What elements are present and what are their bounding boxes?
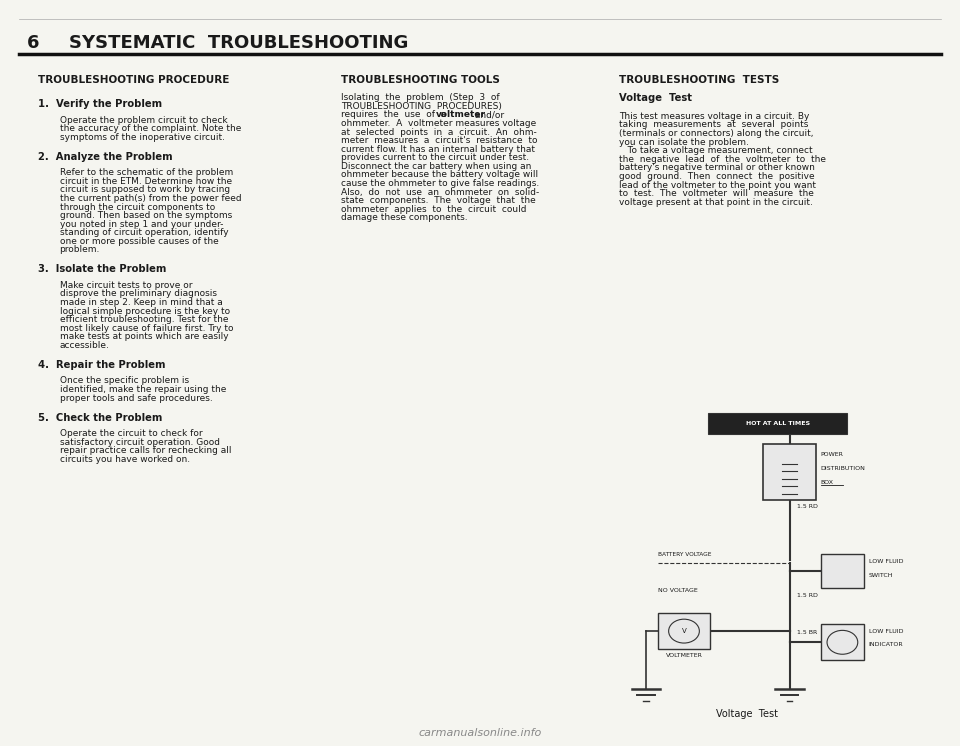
Text: carmanualsonline.info: carmanualsonline.info: [419, 727, 541, 738]
Text: ohmmeter.  A  voltmeter measures voltage: ohmmeter. A voltmeter measures voltage: [341, 119, 536, 128]
Text: and/or: and/or: [472, 110, 504, 119]
Text: provides current to the circuit under test.: provides current to the circuit under te…: [341, 153, 529, 163]
Text: the  negative  lead  of  the  voltmeter  to  the: the negative lead of the voltmeter to th…: [619, 154, 827, 164]
Text: SWITCH: SWITCH: [869, 573, 894, 577]
Text: Operate the circuit to check for: Operate the circuit to check for: [60, 429, 203, 438]
Text: disprove the preliminary diagnosis: disprove the preliminary diagnosis: [60, 289, 217, 298]
Text: at  selected  points  in  a  circuit.  An  ohm-: at selected points in a circuit. An ohm-: [341, 128, 537, 137]
Text: circuit in the ETM. Determine how the: circuit in the ETM. Determine how the: [60, 177, 231, 186]
Text: current flow. It has an internal battery that: current flow. It has an internal battery…: [341, 145, 535, 154]
Text: to  test.  The  voltmeter  will  measure  the: to test. The voltmeter will measure the: [619, 189, 814, 198]
Text: requires  the  use  of  a: requires the use of a: [341, 110, 449, 119]
Text: voltmeter: voltmeter: [436, 110, 486, 119]
Text: the current path(s) from the power feed: the current path(s) from the power feed: [60, 194, 241, 203]
Text: NO VOLTAGE: NO VOLTAGE: [658, 588, 697, 593]
Text: meter  measures  a  circuit's  resistance  to: meter measures a circuit's resistance to: [341, 136, 538, 145]
Text: HOT AT ALL TIMES: HOT AT ALL TIMES: [746, 421, 809, 426]
Circle shape: [827, 630, 858, 654]
Text: state  components.  The  voltage  that  the: state components. The voltage that the: [341, 196, 536, 205]
Text: 1.5 RD: 1.5 RD: [797, 594, 818, 598]
Text: ground. Then based on the symptoms: ground. Then based on the symptoms: [60, 211, 231, 220]
Text: through the circuit components to: through the circuit components to: [60, 202, 215, 212]
Text: standing of circuit operation, identify: standing of circuit operation, identify: [60, 228, 228, 237]
Text: 6: 6: [27, 34, 39, 52]
Bar: [821, 554, 864, 588]
Text: problem.: problem.: [60, 245, 100, 254]
Text: voltage present at that point in the circuit.: voltage present at that point in the cir…: [619, 198, 813, 207]
Text: 1.5 BR: 1.5 BR: [797, 630, 818, 635]
Bar: [763, 444, 816, 500]
Text: 1.5 RD: 1.5 RD: [797, 504, 818, 509]
Text: ohmmeter  applies  to  the  circuit  could: ohmmeter applies to the circuit could: [341, 204, 526, 214]
Text: 1.  Verify the Problem: 1. Verify the Problem: [38, 99, 162, 109]
Text: SYSTEMATIC  TROUBLESHOOTING: SYSTEMATIC TROUBLESHOOTING: [69, 34, 409, 52]
Text: taking  measurements  at  several  points: taking measurements at several points: [619, 120, 808, 130]
Text: TROUBLESHOOTING  TESTS: TROUBLESHOOTING TESTS: [619, 75, 780, 84]
Text: you can isolate the problem.: you can isolate the problem.: [619, 137, 749, 147]
Text: efficient troubleshooting. Test for the: efficient troubleshooting. Test for the: [60, 315, 228, 325]
Text: To take a voltage measurement, connect: To take a voltage measurement, connect: [619, 146, 813, 155]
Text: TROUBLESHOOTING  PROCEDURES): TROUBLESHOOTING PROCEDURES): [341, 101, 502, 111]
Text: Disconnect the car battery when using an: Disconnect the car battery when using an: [341, 162, 531, 171]
Text: Voltage  Test: Voltage Test: [715, 709, 778, 719]
Text: LOW FLUID: LOW FLUID: [869, 629, 903, 633]
Text: INDICATOR: INDICATOR: [869, 642, 903, 648]
Text: accessible.: accessible.: [60, 341, 109, 350]
Text: 3.  Isolate the Problem: 3. Isolate the Problem: [38, 264, 167, 275]
Text: V: V: [682, 628, 686, 634]
Text: DISTRIBUTION: DISTRIBUTION: [821, 466, 866, 471]
Text: circuit is supposed to work by tracing: circuit is supposed to work by tracing: [60, 185, 229, 195]
Text: you noted in step 1 and your under-: you noted in step 1 and your under-: [60, 219, 223, 229]
Text: proper tools and safe procedures.: proper tools and safe procedures.: [60, 393, 212, 403]
Text: lead of the voltmeter to the point you want: lead of the voltmeter to the point you w…: [619, 181, 816, 189]
Text: battery's negative terminal or other known: battery's negative terminal or other kno…: [619, 163, 815, 172]
Text: ohmmeter because the battery voltage will: ohmmeter because the battery voltage wil…: [341, 170, 538, 180]
Text: BOX: BOX: [821, 480, 834, 485]
Text: POWER: POWER: [821, 452, 844, 457]
Text: satisfactory circuit operation. Good: satisfactory circuit operation. Good: [60, 437, 220, 447]
Text: one or more possible causes of the: one or more possible causes of the: [60, 236, 218, 246]
Text: (terminals or connectors) along the circuit,: (terminals or connectors) along the circ…: [619, 129, 814, 138]
FancyBboxPatch shape: [708, 413, 847, 434]
Text: Isolating  the  problem  (Step  3  of: Isolating the problem (Step 3 of: [341, 93, 499, 102]
Text: good  ground.  Then  connect  the  positive: good ground. Then connect the positive: [619, 172, 815, 181]
Bar: [658, 613, 710, 649]
Text: This test measures voltage in a circuit. By: This test measures voltage in a circuit.…: [619, 112, 809, 121]
Text: repair practice calls for rechecking all: repair practice calls for rechecking all: [60, 446, 231, 455]
Text: TROUBLESHOOTING TOOLS: TROUBLESHOOTING TOOLS: [341, 75, 499, 84]
Text: logical simple procedure is the key to: logical simple procedure is the key to: [60, 307, 229, 316]
Bar: [821, 624, 864, 660]
Text: Operate the problem circuit to check: Operate the problem circuit to check: [60, 116, 228, 125]
Text: made in step 2. Keep in mind that a: made in step 2. Keep in mind that a: [60, 298, 223, 307]
Text: make tests at points which are easily: make tests at points which are easily: [60, 332, 228, 342]
Text: LOW FLUID: LOW FLUID: [869, 560, 903, 564]
Text: the accuracy of the complaint. Note the: the accuracy of the complaint. Note the: [60, 124, 241, 134]
Text: symptoms of the inoperative circuit.: symptoms of the inoperative circuit.: [60, 133, 225, 142]
Text: Make circuit tests to prove or: Make circuit tests to prove or: [60, 280, 192, 290]
Text: VOLTMETER: VOLTMETER: [665, 653, 703, 658]
Text: Also,  do  not  use  an  ohmmeter  on  solid-: Also, do not use an ohmmeter on solid-: [341, 187, 540, 197]
Circle shape: [668, 619, 700, 643]
Text: identified, make the repair using the: identified, make the repair using the: [60, 385, 226, 394]
Text: 2.  Analyze the Problem: 2. Analyze the Problem: [38, 151, 173, 162]
Text: 4.  Repair the Problem: 4. Repair the Problem: [38, 360, 166, 370]
Text: Once the specific problem is: Once the specific problem is: [60, 376, 189, 386]
Text: Voltage  Test: Voltage Test: [619, 93, 692, 103]
Text: Refer to the schematic of the problem: Refer to the schematic of the problem: [60, 168, 232, 178]
Text: cause the ohmmeter to give false readings.: cause the ohmmeter to give false reading…: [341, 179, 540, 188]
Text: BATTERY VOLTAGE: BATTERY VOLTAGE: [658, 552, 711, 557]
Text: damage these components.: damage these components.: [341, 213, 468, 222]
Text: most likely cause of failure first. Try to: most likely cause of failure first. Try …: [60, 324, 233, 333]
Text: TROUBLESHOOTING PROCEDURE: TROUBLESHOOTING PROCEDURE: [38, 75, 229, 84]
Text: circuits you have worked on.: circuits you have worked on.: [60, 454, 190, 464]
Text: 5.  Check the Problem: 5. Check the Problem: [38, 413, 163, 422]
